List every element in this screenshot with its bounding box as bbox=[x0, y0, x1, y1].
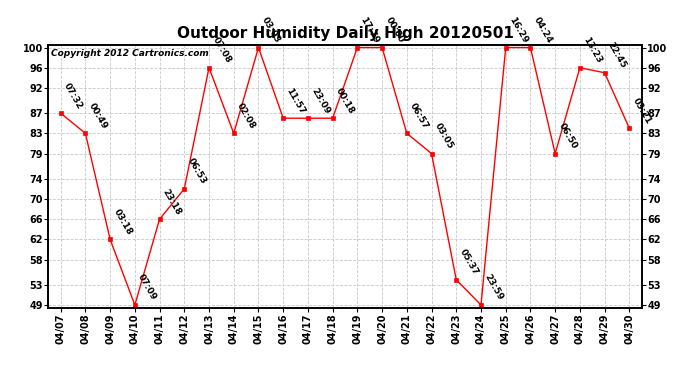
Text: 22:45: 22:45 bbox=[606, 40, 628, 70]
Text: 11:57: 11:57 bbox=[284, 86, 307, 116]
Text: 03:21: 03:21 bbox=[631, 96, 653, 126]
Text: 17:79: 17:79 bbox=[359, 15, 381, 45]
Text: 23:09: 23:09 bbox=[309, 86, 331, 116]
Text: 02:08: 02:08 bbox=[235, 102, 257, 130]
Text: 05:37: 05:37 bbox=[457, 248, 480, 277]
Text: 23:18: 23:18 bbox=[161, 187, 183, 216]
Text: 23:59: 23:59 bbox=[482, 273, 504, 302]
Text: 06:53: 06:53 bbox=[186, 157, 208, 186]
Text: 16:29: 16:29 bbox=[507, 15, 529, 45]
Text: 06:57: 06:57 bbox=[408, 101, 431, 130]
Text: 03:05: 03:05 bbox=[433, 122, 455, 151]
Text: 07:08: 07:08 bbox=[210, 36, 233, 65]
Text: 00:00: 00:00 bbox=[384, 16, 405, 45]
Text: 06:50: 06:50 bbox=[557, 122, 578, 151]
Text: 03:18: 03:18 bbox=[112, 207, 134, 237]
Title: Outdoor Humidity Daily High 20120501: Outdoor Humidity Daily High 20120501 bbox=[177, 26, 513, 41]
Text: 04:24: 04:24 bbox=[532, 15, 554, 45]
Text: 07:09: 07:09 bbox=[136, 273, 158, 302]
Text: 07:32: 07:32 bbox=[62, 81, 84, 110]
Text: 13:23: 13:23 bbox=[581, 36, 603, 65]
Text: 03:03: 03:03 bbox=[260, 16, 282, 45]
Text: 00:18: 00:18 bbox=[334, 86, 356, 116]
Text: Copyright 2012 Cartronics.com: Copyright 2012 Cartronics.com bbox=[51, 49, 209, 58]
Text: 00:49: 00:49 bbox=[87, 101, 109, 130]
